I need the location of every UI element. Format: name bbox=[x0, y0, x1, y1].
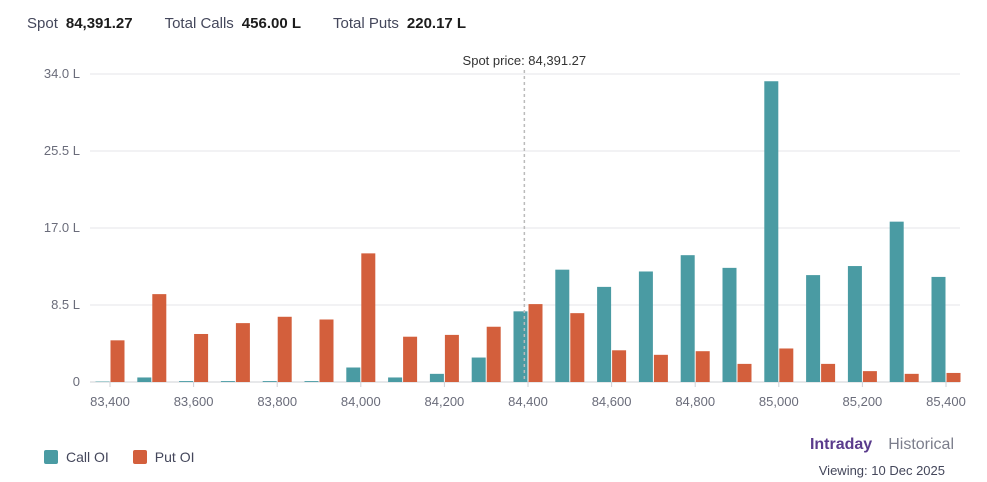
y-tick-label: 8.5 L bbox=[51, 297, 80, 312]
spot-summary: Spot 84,391.27 bbox=[27, 15, 133, 32]
x-tick-label: 83,800 bbox=[257, 394, 297, 409]
put-oi-bar bbox=[277, 316, 292, 382]
call-oi-bar bbox=[220, 381, 235, 382]
put-oi-bar bbox=[737, 363, 752, 382]
chart-legend: Call OI Put OI bbox=[44, 449, 218, 465]
summary-bar: Spot 84,391.27 Total Calls 456.00 L Tota… bbox=[27, 12, 498, 34]
call-oi-bar bbox=[847, 266, 862, 382]
call-oi-bar bbox=[680, 255, 695, 382]
call-oi-bar bbox=[179, 381, 194, 382]
call-oi-bar bbox=[764, 81, 779, 382]
put-oi-bar bbox=[319, 319, 334, 382]
spot-label: Spot bbox=[27, 14, 58, 32]
legend-call-oi-label: Call OI bbox=[66, 449, 109, 465]
x-tick-label: 84,400 bbox=[508, 394, 548, 409]
call-oi-bar bbox=[346, 367, 361, 382]
historical-tab[interactable]: Historical bbox=[888, 436, 954, 453]
intraday-tab[interactable]: Intraday bbox=[809, 436, 873, 453]
call-oi-bar bbox=[262, 381, 277, 382]
total-calls-label: Total Calls bbox=[164, 14, 234, 32]
spot-price-annotation: Spot price: 84,391.27 bbox=[463, 53, 587, 68]
y-tick-label: 34.0 L bbox=[44, 66, 80, 81]
put-oi-bar bbox=[486, 326, 501, 382]
put-oi-bar bbox=[444, 334, 459, 382]
call-oi-bar bbox=[429, 373, 444, 382]
put-oi-bar bbox=[862, 371, 877, 382]
y-tick-label: 0 bbox=[73, 374, 80, 389]
x-tick-label: 84,000 bbox=[341, 394, 381, 409]
total-puts-label: Total Puts bbox=[333, 14, 399, 32]
call-oi-bar bbox=[555, 269, 570, 382]
total-puts-value: 220.17 L bbox=[406, 14, 467, 32]
call-oi-bar bbox=[137, 377, 152, 382]
call-oi-swatch bbox=[44, 450, 58, 464]
view-mode-toggle: Intraday Historical bbox=[794, 436, 954, 454]
y-tick-label: 17.0 L bbox=[44, 220, 80, 235]
put-oi-bar bbox=[821, 363, 836, 382]
call-oi-bar bbox=[889, 221, 904, 382]
put-oi-bar bbox=[361, 253, 376, 382]
put-oi-bar bbox=[695, 351, 710, 382]
put-oi-bar bbox=[152, 294, 167, 382]
call-oi-bar bbox=[597, 286, 612, 382]
viewing-date: Viewing: 10 Dec 2025 bbox=[818, 463, 945, 478]
x-tick-label: 83,600 bbox=[174, 394, 214, 409]
put-oi-bar bbox=[612, 350, 627, 382]
x-tick-label: 85,200 bbox=[843, 394, 883, 409]
call-oi-bar bbox=[931, 276, 946, 382]
legend-put-oi-label: Put OI bbox=[154, 449, 195, 465]
call-oi-bar bbox=[388, 377, 403, 382]
call-oi-bar bbox=[471, 357, 486, 382]
x-tick-label: 85,400 bbox=[926, 394, 966, 409]
put-oi-bar bbox=[946, 372, 961, 382]
call-oi-bar bbox=[513, 311, 528, 382]
x-tick-label: 85,000 bbox=[759, 394, 799, 409]
call-oi-bar bbox=[638, 271, 653, 382]
put-oi-bar bbox=[904, 373, 919, 382]
put-oi-bar bbox=[779, 348, 794, 382]
call-oi-bar bbox=[722, 267, 737, 382]
x-tick-label: 84,800 bbox=[675, 394, 715, 409]
x-tick-label: 83,400 bbox=[90, 394, 130, 409]
y-tick-label: 25.5 L bbox=[44, 143, 80, 158]
put-oi-bar bbox=[653, 354, 668, 382]
total-calls-summary: Total Calls 456.00 L bbox=[165, 15, 301, 32]
put-oi-bar bbox=[528, 304, 543, 382]
legend-put-oi[interactable]: Put OI bbox=[132, 449, 195, 465]
oi-bar-chart: 0 8.5 L 17.0 L 25.5 L 34.0 L 83,400 83,600 83,8… bbox=[44, 53, 966, 409]
put-oi-bar bbox=[194, 333, 209, 382]
total-puts-summary: Total Puts 220.17 L bbox=[333, 15, 466, 32]
call-oi-bar bbox=[304, 381, 319, 382]
put-oi-swatch bbox=[132, 450, 147, 464]
put-oi-bar bbox=[235, 323, 250, 382]
put-oi-bar bbox=[570, 313, 585, 382]
x-tick-label: 84,200 bbox=[425, 394, 465, 409]
spot-value: 84,391.27 bbox=[65, 14, 133, 32]
x-tick-label: 84,600 bbox=[592, 394, 632, 409]
legend-call-oi[interactable]: Call OI bbox=[44, 449, 109, 465]
call-oi-bar bbox=[806, 275, 821, 382]
total-calls-value: 456.00 L bbox=[241, 14, 302, 32]
put-oi-bar bbox=[403, 336, 418, 382]
put-oi-bar bbox=[110, 340, 125, 382]
